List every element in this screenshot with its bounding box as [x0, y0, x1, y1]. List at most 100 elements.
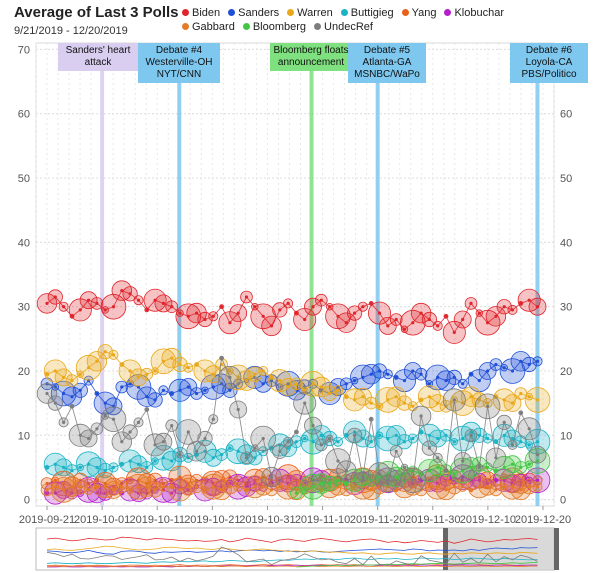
data-point-center: [253, 456, 257, 460]
data-point-center: [502, 485, 506, 489]
data-point-center: [344, 321, 348, 325]
data-point-center: [145, 308, 149, 312]
x-tick-label: 2019-09-21: [19, 514, 75, 526]
legend-label: Klobuchar: [454, 7, 505, 19]
data-point-center: [120, 385, 124, 389]
data-point-center: [195, 485, 199, 489]
data-point-center: [535, 305, 540, 309]
data-point-center: [53, 401, 57, 405]
legend-label: Biden: [192, 7, 221, 19]
data-point-center: [145, 372, 149, 376]
data-point-center: [519, 411, 523, 415]
data-point-center: [328, 436, 332, 441]
data-point-center: [62, 465, 66, 469]
data-point-center: [53, 369, 57, 373]
legend-item-gabbard: Gabbard: [182, 20, 235, 34]
legend-item-undecref: UndecRef: [314, 20, 373, 34]
data-point-center: [502, 305, 506, 309]
legend-label: UndecRef: [324, 21, 373, 33]
data-point-center: [211, 314, 215, 318]
data-point-center: [269, 475, 274, 479]
data-point-center: [178, 311, 182, 315]
data-point-center: [486, 485, 490, 489]
data-point-center: [145, 465, 149, 469]
data-point-center: [269, 379, 274, 383]
data-point-center: [95, 465, 99, 469]
data-point-center: [195, 391, 199, 396]
data-point-center: [411, 485, 415, 489]
data-point-center: [436, 324, 440, 328]
data-point-center: [344, 481, 348, 486]
data-point-center: [419, 478, 423, 482]
data-point-center: [178, 475, 182, 479]
data-point-center: [228, 446, 232, 450]
data-point-center: [228, 375, 232, 379]
data-point-center: [427, 446, 431, 450]
data-point-center: [510, 462, 515, 466]
data-point-center: [145, 395, 149, 399]
data-point-center: [294, 311, 298, 315]
data-point-center: [111, 488, 116, 492]
legend-label: Bloomberg: [252, 21, 307, 33]
data-point-center: [486, 369, 490, 373]
data-point-center: [62, 420, 66, 424]
data-point-center: [203, 449, 207, 453]
legend-swatch: [287, 9, 295, 16]
data-point-center: [502, 420, 506, 424]
data-point-center: [411, 404, 415, 408]
data-point-center: [486, 481, 490, 486]
data-point-center: [436, 465, 440, 469]
data-point-center: [186, 366, 190, 370]
data-point-center: [170, 459, 174, 463]
data-point-center: [469, 465, 473, 469]
data-point-center: [161, 481, 165, 486]
legend-label: Buttigieg: [350, 7, 394, 19]
data-point-center: [45, 372, 49, 376]
legend-item-yang: Yang: [401, 6, 437, 20]
data-point-center: [203, 478, 207, 482]
data-point-center: [70, 469, 74, 473]
data-point-center: [494, 456, 498, 460]
data-point-center: [535, 398, 540, 402]
data-point-center: [103, 414, 107, 418]
data-point-center: [527, 298, 531, 302]
data-point-center: [244, 456, 249, 460]
data-point-center: [236, 478, 240, 482]
x-tick-label: 2019-10-01: [74, 514, 130, 526]
data-point-center: [294, 382, 298, 386]
data-point-center: [70, 314, 74, 318]
data-point-center: [535, 459, 540, 463]
data-point-center: [369, 301, 373, 305]
data-point-center: [486, 321, 490, 325]
data-point-center: [170, 356, 174, 360]
legend-swatch: [242, 23, 250, 30]
data-point-center: [486, 404, 490, 408]
overview-line-buttigieg: [46, 557, 538, 565]
data-point-center: [70, 491, 74, 495]
overview-handle-right: [554, 528, 559, 570]
data-point-center: [411, 369, 415, 373]
data-point-center: [527, 462, 531, 466]
data-point-center: [386, 481, 390, 486]
data-point-center: [62, 305, 66, 309]
data-point-center: [228, 321, 232, 325]
data-point-center: [161, 388, 165, 392]
data-point-center: [261, 382, 265, 386]
data-point-center: [95, 485, 99, 489]
y-tick-label: 50: [18, 173, 30, 185]
y-tick-label-right: 0: [560, 495, 566, 507]
data-point-center: [195, 449, 199, 453]
data-point-center: [394, 449, 398, 453]
data-point-center: [527, 443, 531, 447]
legend-label: Yang: [411, 7, 437, 19]
data-point-center: [78, 388, 82, 392]
data-point-center: [303, 401, 307, 405]
data-point-center: [394, 475, 398, 479]
data-point-center: [527, 427, 531, 431]
data-point-center: [377, 404, 382, 408]
data-point-center: [45, 465, 49, 469]
data-point-center: [111, 305, 116, 309]
data-point-center: [527, 485, 531, 489]
data-point-center: [527, 362, 531, 367]
